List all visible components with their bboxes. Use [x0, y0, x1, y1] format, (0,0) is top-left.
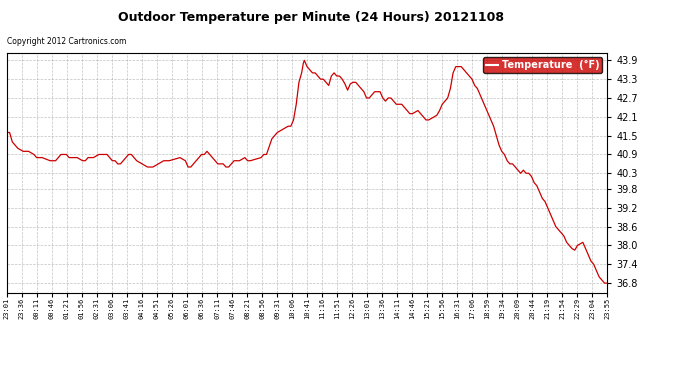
Text: Outdoor Temperature per Minute (24 Hours) 20121108: Outdoor Temperature per Minute (24 Hours…: [117, 11, 504, 24]
Text: Copyright 2012 Cartronics.com: Copyright 2012 Cartronics.com: [7, 38, 126, 46]
Legend: Temperature  (°F): Temperature (°F): [483, 57, 602, 73]
